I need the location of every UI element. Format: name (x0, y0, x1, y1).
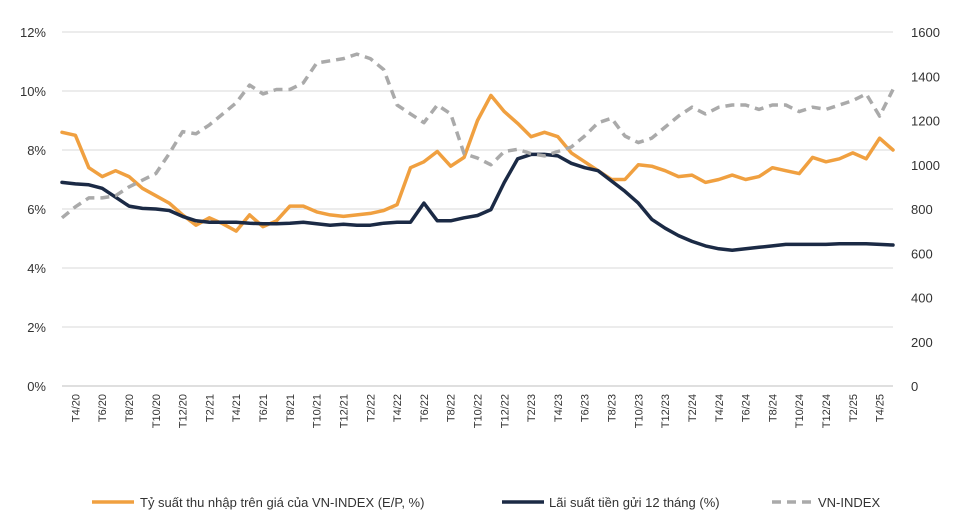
y-right-tick-label: 1200 (911, 114, 940, 129)
y-left-tick-label: 12% (20, 25, 46, 40)
y-right-tick-label: 1400 (911, 69, 940, 84)
x-tick-label: T6/24 (741, 394, 753, 422)
x-tick-label: T6/21 (258, 394, 270, 422)
y-right-tick-label: 200 (911, 335, 933, 350)
deposit-rate-series-line (60, 152, 895, 253)
legend-label: Lãi suất tiền gửi 12 tháng (%) (549, 495, 720, 510)
y-right-tick-label: 600 (911, 246, 933, 261)
x-tick-label: T6/20 (97, 394, 109, 422)
ep-ratio-series-line (60, 93, 895, 233)
x-tick-label: T4/25 (875, 394, 887, 422)
x-tick-label: T4/20 (70, 394, 82, 422)
x-tick-label: T10/24 (794, 394, 806, 428)
x-tick-label: T6/23 (580, 394, 592, 422)
x-tick-label: T10/20 (151, 394, 163, 428)
y-right-tick-label: 800 (911, 202, 933, 217)
series-lines (60, 52, 895, 253)
y-right-tick-label: 1000 (911, 158, 940, 173)
y-left-tick-label: 2% (27, 320, 46, 335)
x-tick-label: T6/22 (419, 394, 431, 422)
x-tick-label: T12/24 (821, 394, 833, 428)
x-tick-label: T8/22 (446, 394, 458, 422)
x-tick-label: T10/22 (473, 394, 485, 428)
x-tick-label: T4/21 (231, 394, 243, 422)
x-tick-label: T8/24 (767, 394, 779, 422)
x-tick-label: T4/24 (714, 394, 726, 422)
y-left-tick-label: 8% (27, 143, 46, 158)
legend-label: Tỷ suất thu nhập trên giá của VN-INDEX (… (140, 495, 424, 510)
x-tick-label: T8/21 (285, 394, 297, 422)
y-left-tick-label: 4% (27, 261, 46, 276)
x-tick-label: T12/21 (338, 394, 350, 428)
gridlines (62, 31, 893, 328)
x-tick-label: T2/21 (204, 394, 216, 422)
y-left-tick-label: 0% (27, 379, 46, 394)
y-right-tick-label: 1600 (911, 25, 940, 40)
x-tick-label: T12/20 (178, 394, 190, 428)
x-tick-label: T2/25 (848, 394, 860, 422)
x-tick-label: T4/23 (553, 394, 565, 422)
x-tick-label: T8/23 (607, 394, 619, 422)
x-tick-label: T12/22 (499, 394, 511, 428)
axes: 0% 2% 4% 6% 8% 10% 12% 0 200 400 600 800 1000 1200 140… (20, 25, 940, 428)
x-tick-label: T4/22 (392, 394, 404, 422)
y-right-tick-label: 0 (911, 379, 918, 394)
legend-label: VN-INDEX (818, 495, 880, 510)
x-tick-label: T2/22 (365, 394, 377, 422)
y-right-tick-label: 400 (911, 291, 933, 306)
x-tick-label: T10/23 (633, 394, 645, 428)
x-tick-label: T10/21 (312, 394, 324, 428)
x-tick-label: T2/24 (687, 394, 699, 422)
vnindex-series-line (60, 52, 895, 220)
x-tick-label: T8/20 (124, 394, 136, 422)
x-tick-label: T2/23 (526, 394, 538, 422)
y-left-tick-label: 6% (27, 202, 46, 217)
x-tick-label: T12/23 (660, 394, 672, 428)
y-left-tick-label: 10% (20, 84, 46, 99)
legend: Tỷ suất thu nhập trên giá của VN-INDEX (… (92, 495, 880, 510)
